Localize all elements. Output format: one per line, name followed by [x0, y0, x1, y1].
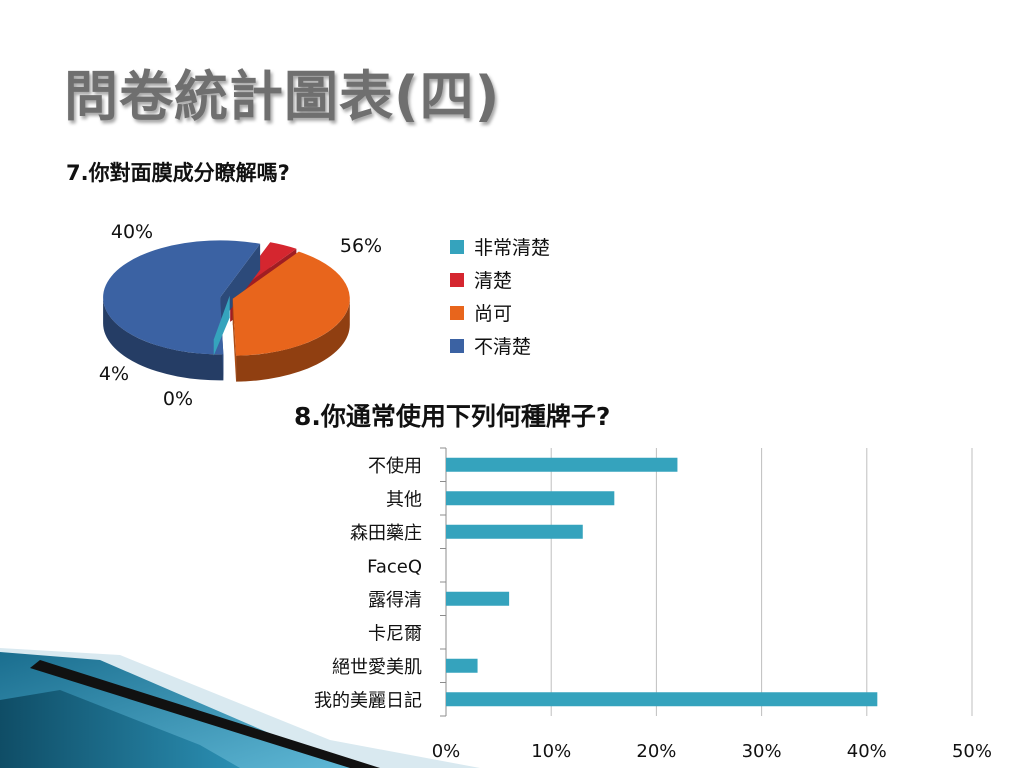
category-label: 我的美麗日記 — [314, 690, 422, 711]
legend-label: 尚可 — [474, 303, 513, 325]
bar — [446, 491, 615, 506]
legend-swatch-icon — [450, 338, 464, 353]
category-label: 森田藥庄 — [350, 523, 422, 544]
pie-legend: 非常清楚 清楚 尚可 不清楚 — [450, 230, 550, 362]
x-tick-label: 10% — [531, 741, 571, 762]
x-tick-label: 40% — [847, 741, 887, 762]
pie-data-label: 56% — [340, 235, 382, 257]
category-label: 其他 — [386, 489, 422, 510]
pie-chart-title: 7.你對面膜成分瞭解嗎? — [66, 161, 290, 185]
legend-item: 不清楚 — [450, 329, 550, 362]
pie-data-label: 0% — [163, 388, 193, 410]
legend-swatch-icon — [450, 239, 464, 254]
legend-swatch-icon — [450, 305, 464, 320]
x-tick-label: 30% — [742, 741, 782, 762]
legend-label: 非常清楚 — [474, 237, 551, 259]
x-tick-label: 20% — [636, 741, 676, 762]
pie-data-label: 4% — [99, 363, 129, 385]
category-label: FaceQ — [367, 556, 422, 577]
category-label: 露得清 — [368, 590, 422, 611]
category-label: 卡尼爾 — [368, 623, 422, 644]
category-label: 不使用 — [368, 456, 422, 477]
pie-slice — [213, 295, 230, 356]
slide-title: 問卷統計圖表(四) — [64, 65, 501, 128]
bar — [446, 524, 583, 539]
legend-label: 不清楚 — [474, 336, 532, 358]
bar — [446, 591, 510, 606]
category-label: 絕世愛美肌 — [332, 657, 422, 678]
bar — [446, 692, 878, 707]
bar — [446, 457, 678, 472]
pie-slice — [232, 251, 350, 382]
legend-item: 非常清楚 — [450, 230, 550, 263]
legend-label: 清楚 — [474, 270, 513, 292]
pie-data-label: 40% — [111, 221, 153, 243]
legend-swatch-icon — [450, 272, 464, 287]
bar-chart-title: 8.你通常使用下列何種牌子? — [294, 402, 611, 431]
legend-item: 尚可 — [450, 296, 550, 329]
x-tick-label: 50% — [952, 741, 992, 762]
x-tick-label: 0% — [432, 741, 461, 762]
legend-item: 清楚 — [450, 263, 550, 296]
bar — [446, 658, 478, 673]
